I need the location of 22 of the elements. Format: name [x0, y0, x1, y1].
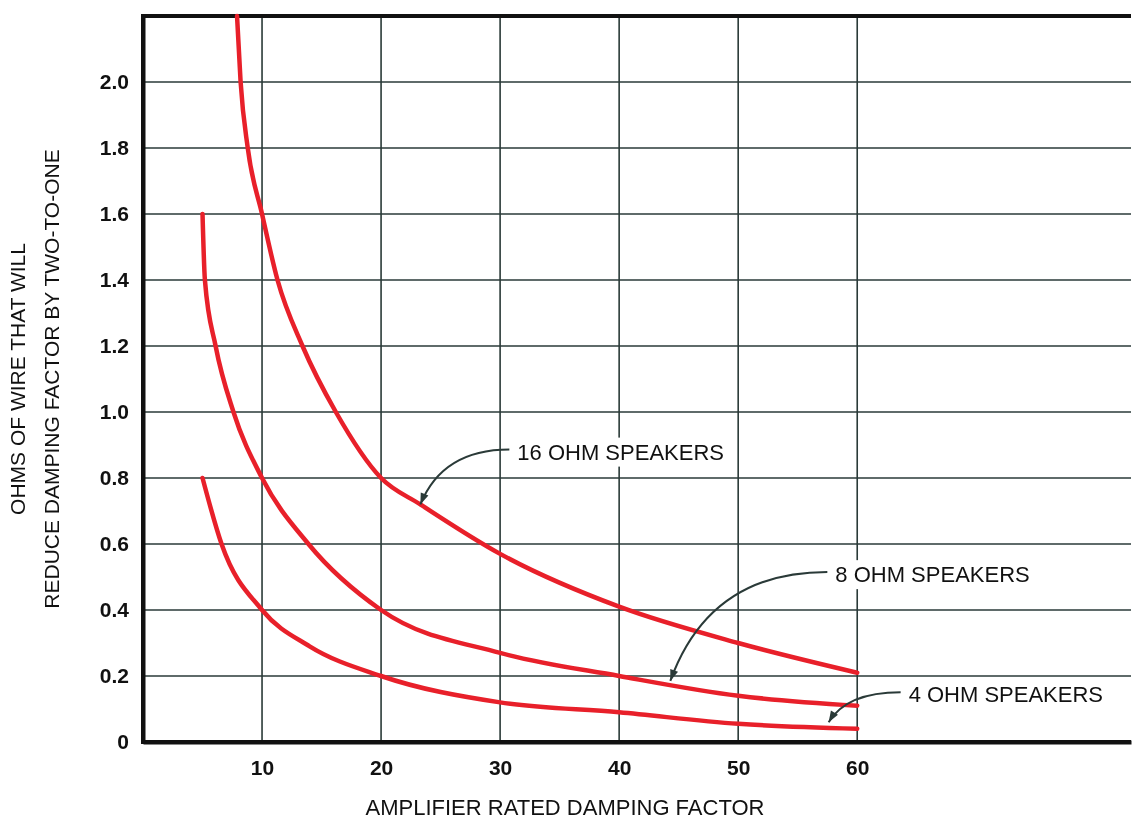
- y-tick-label: 0.2: [99, 664, 129, 688]
- y-tick-label: 1.2: [99, 334, 129, 358]
- y-tick-label: 0.4: [99, 598, 130, 622]
- y-tick-label: 1.8: [99, 136, 130, 160]
- annotation: 16 OHM SPEAKERS: [517, 439, 724, 465]
- x-tick-label: 40: [607, 755, 632, 779]
- y-tick-label: 0.8: [99, 466, 130, 490]
- y-tick-label: 0: [117, 730, 129, 754]
- x-tick-label: 20: [369, 755, 394, 779]
- annotation: 8 OHM SPEAKERS: [835, 562, 1030, 588]
- annotation: 4 OHM SPEAKERS: [908, 682, 1104, 708]
- x-tick-label: 10: [250, 755, 275, 779]
- y-tick-label: 1.0: [99, 400, 129, 424]
- x-tick-label: 50: [727, 755, 751, 779]
- y-tick-label: 1.6: [99, 202, 129, 226]
- y-tick-label: 0.6: [99, 532, 129, 556]
- x-axis-title: AMPLIFIER RATED DAMPING FACTOR: [365, 795, 765, 820]
- y-tick-label: 1.4: [99, 268, 130, 292]
- x-tick-label: 60: [846, 755, 870, 779]
- x-tick-label: 30: [488, 755, 513, 779]
- y-axis-title: OHMS OF WIRE THAT WILL REDUCE DAMPING FACTOR BY TWO-TO-ONE: [6, 149, 63, 609]
- y-tick-label: 2.0: [99, 70, 129, 94]
